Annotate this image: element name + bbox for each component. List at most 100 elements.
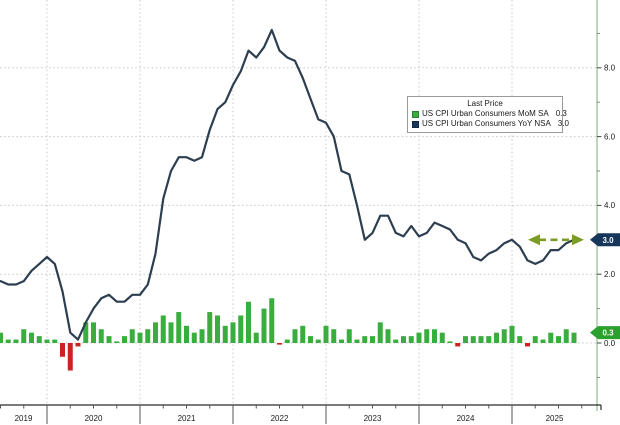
- mom-bar: [176, 312, 182, 343]
- mom-bar: [455, 343, 461, 347]
- mom-bar: [447, 341, 453, 343]
- year-label: 2022: [271, 414, 289, 423]
- y-tick-label: 8.0: [604, 64, 616, 73]
- mom-bar: [44, 339, 50, 343]
- mom-bar: [230, 322, 236, 343]
- mom-bar: [277, 343, 282, 345]
- legend-title: Last Price: [467, 99, 503, 108]
- legend-label-mom: US CPI Urban Consumers MoM SA: [422, 109, 549, 118]
- mom-bars: [0, 298, 577, 371]
- mom-bar: [385, 329, 391, 343]
- mom-bar: [517, 336, 523, 343]
- year-label: 2024: [457, 414, 475, 423]
- legend-box: Last Price US CPI Urban Consumers MoM SA…: [407, 96, 569, 133]
- arrow-head-right: [572, 234, 584, 246]
- mom-bar: [60, 343, 65, 357]
- mom-bar: [509, 325, 515, 343]
- mom-bar: [191, 332, 197, 343]
- mom-bar: [199, 329, 205, 343]
- mom-bar: [269, 298, 275, 343]
- mom-bar: [323, 325, 329, 343]
- year-label: 2019: [15, 414, 33, 423]
- mom-bar: [222, 325, 228, 343]
- y-axis: 0.0 2.0 4.0 6.0 8.0: [597, 32, 616, 378]
- yoy-line: [0, 28, 576, 341]
- mom-bar: [501, 329, 507, 343]
- mom-bar: [284, 339, 290, 343]
- mom-bar: [106, 336, 112, 343]
- mom-bar: [331, 329, 337, 343]
- mom-bar: [470, 336, 476, 343]
- mom-bar: [556, 336, 561, 343]
- mom-bar: [416, 332, 422, 343]
- y-tick-label: 2.0: [604, 270, 616, 279]
- mom-last-price-badge: [590, 326, 620, 340]
- mom-bar: [207, 312, 213, 343]
- mom-bar: [401, 336, 406, 343]
- mom-bar: [563, 329, 569, 343]
- y-tick-label: 6.0: [604, 132, 616, 141]
- yoy-last-price-badge-text: 3.0: [602, 236, 614, 245]
- mom-bar: [261, 308, 267, 343]
- mom-bar: [432, 329, 437, 343]
- mom-bar: [339, 339, 344, 343]
- mom-bar: [532, 336, 538, 343]
- mom-bar: [424, 329, 430, 343]
- y-tick-label: 0.0: [604, 339, 616, 348]
- legend-value-yoy: 3.0: [557, 119, 569, 128]
- mom-bar: [253, 332, 259, 343]
- mom-bar: [98, 329, 104, 343]
- legend-row-yoy: US CPI Urban Consumers YoY NSA 3.0: [412, 119, 569, 129]
- y-tick-label: 4.0: [604, 201, 616, 210]
- mom-bar: [215, 315, 220, 343]
- mom-bar: [36, 336, 42, 343]
- mom-bar: [478, 336, 484, 343]
- mom-bar: [315, 339, 321, 343]
- legend-label-yoy: US CPI Urban Consumers YoY NSA: [422, 119, 551, 128]
- year-label: 2020: [85, 414, 103, 423]
- mom-bar: [494, 332, 499, 343]
- mom-bar: [354, 339, 360, 343]
- arrow-head-left: [528, 234, 540, 246]
- mom-bar: [13, 339, 19, 343]
- mom-bar: [184, 325, 189, 343]
- mom-bar: [308, 336, 313, 343]
- year-label: 2025: [546, 414, 564, 423]
- mom-series-swatch: [412, 110, 419, 118]
- mom-bar: [463, 336, 468, 343]
- mom-bar: [29, 332, 34, 343]
- year-label: 2021: [178, 414, 196, 423]
- mom-bar: [525, 343, 530, 347]
- yoy-last-price-badge: [590, 233, 620, 247]
- mom-bar: [571, 332, 577, 343]
- mom-bar: [548, 332, 554, 343]
- mom-bar: [292, 329, 298, 343]
- mom-bar: [346, 329, 352, 343]
- yoy-series-swatch: [412, 120, 419, 128]
- mom-bar: [439, 332, 445, 343]
- mom-bar: [377, 322, 383, 343]
- mom-bar: [52, 339, 58, 343]
- mom-bar: [160, 315, 166, 343]
- mom-bar: [370, 336, 375, 343]
- mom-bar: [137, 332, 143, 343]
- mom-bar: [300, 325, 306, 343]
- mom-bar: [0, 332, 3, 343]
- mom-bar: [153, 322, 158, 343]
- mom-last-price-badge-text: 0.3: [602, 329, 614, 338]
- mom-bar: [5, 339, 11, 343]
- mom-bar: [168, 322, 174, 343]
- mom-bar: [114, 341, 120, 343]
- mom-bar: [486, 336, 492, 343]
- mom-bar: [362, 336, 368, 343]
- mom-bar: [67, 343, 73, 371]
- legend-value-mom: 0.3: [555, 109, 567, 118]
- legend-row-mom: US CPI Urban Consumers MoM SA 0.3: [412, 109, 567, 119]
- year-label: 2023: [364, 414, 382, 423]
- mom-bar: [408, 336, 414, 343]
- mom-bar: [91, 322, 96, 343]
- mom-bar: [122, 336, 127, 343]
- mom-bar: [129, 329, 135, 343]
